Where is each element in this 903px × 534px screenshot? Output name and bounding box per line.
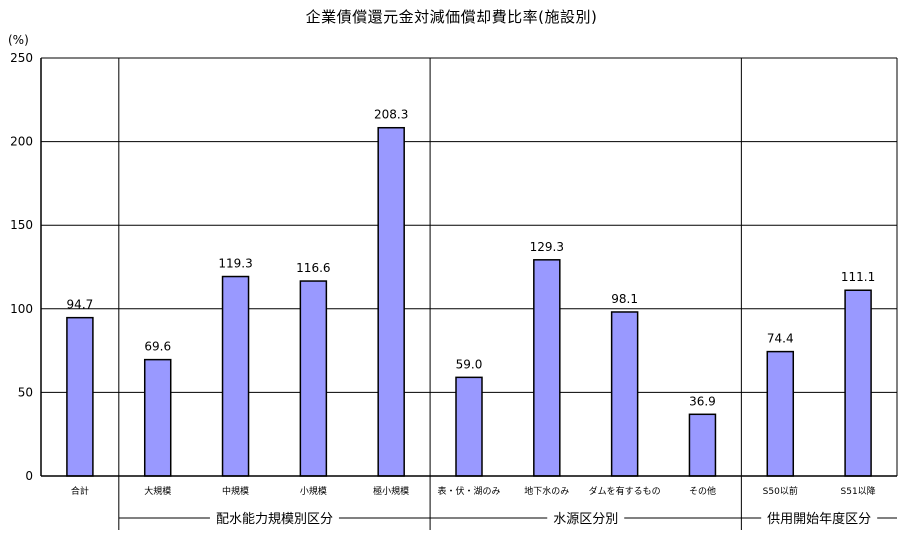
bar-8 xyxy=(610,311,639,477)
group-separators xyxy=(118,58,742,530)
y-axis-unit-label: (%) xyxy=(8,33,29,47)
bar-10 xyxy=(766,350,795,477)
group-label-1: 配水能力規模別区分 xyxy=(216,512,333,527)
value-label-3: 119.3 xyxy=(218,257,252,271)
y-tick-label-0: 0 xyxy=(25,469,33,483)
value-label-6: 59.0 xyxy=(456,357,483,371)
y-tick-label-150: 150 xyxy=(10,218,33,232)
value-label-2: 69.6 xyxy=(144,340,171,354)
bar-9 xyxy=(688,413,717,477)
category-label-1: 合計 xyxy=(71,485,89,497)
y-tick-label-250: 250 xyxy=(10,51,33,65)
bars xyxy=(66,126,872,477)
y-tick-label-50: 50 xyxy=(18,385,33,399)
value-label-8: 98.1 xyxy=(611,292,638,306)
bar-4 xyxy=(299,280,328,477)
value-label-5: 208.3 xyxy=(374,108,408,122)
value-label-1: 94.7 xyxy=(67,298,94,312)
category-label-7: 地下水のみ xyxy=(524,485,569,497)
category-label-3: 中規模 xyxy=(222,485,249,497)
category-label-6: 表・伏・湖のみ xyxy=(437,485,500,497)
category-label-9: その他 xyxy=(689,485,716,497)
value-label-4: 116.6 xyxy=(296,261,330,275)
axes xyxy=(40,57,898,477)
value-label-9: 36.9 xyxy=(689,394,716,408)
y-tick-label-200: 200 xyxy=(10,135,33,149)
value-label-11: 111.1 xyxy=(841,270,875,284)
bar-3 xyxy=(221,275,250,477)
chart-title: 企業債償還元金対減価償却費比率(施設別) xyxy=(305,8,598,26)
category-label-5: 極小規模 xyxy=(373,485,409,497)
category-label-11: S51以降 xyxy=(841,485,876,497)
group-label-2: 水源区分別 xyxy=(553,512,618,527)
bar-11 xyxy=(844,289,872,477)
category-label-8: ダムを有するもの xyxy=(589,485,661,497)
y-tick-label-100: 100 xyxy=(10,302,33,316)
bar-1 xyxy=(66,316,94,477)
group-label-3: 供用開始年度区分 xyxy=(767,511,871,527)
labels: 0 50 100 150 200 250 94.7 合計 69.6 大規模 119.3 中規模 116.… xyxy=(10,51,897,527)
value-label-10: 74.4 xyxy=(767,332,794,346)
bar-5 xyxy=(377,126,405,477)
category-label-10: S50以前 xyxy=(763,485,798,497)
bar-7 xyxy=(533,259,561,477)
category-label-2: 大規模 xyxy=(144,485,171,497)
bar-2 xyxy=(143,358,172,477)
value-label-7: 129.3 xyxy=(530,240,564,254)
bar-6 xyxy=(455,376,483,477)
category-label-4: 小規模 xyxy=(300,486,327,497)
